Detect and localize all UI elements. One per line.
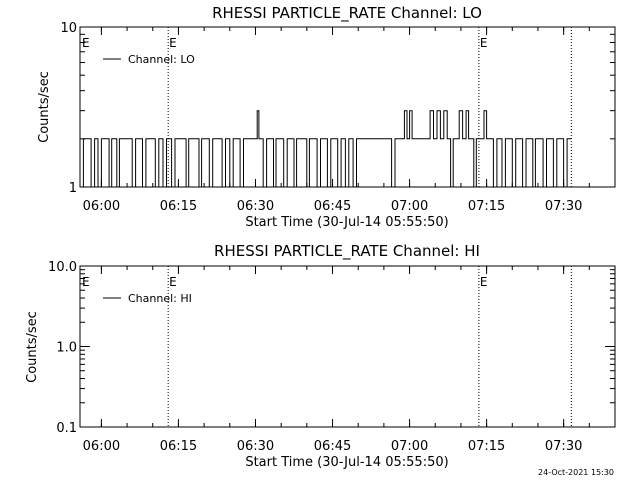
series-line-lo xyxy=(80,110,572,188)
plot-frame-lo xyxy=(79,26,616,188)
x-axis-label-hi: Start Time (30-Jul-14 05:55:50) xyxy=(245,455,448,470)
x-tick-label-lo: 06:30 xyxy=(237,199,274,214)
series-lo xyxy=(80,110,572,188)
x-tick-label-hi: 07:00 xyxy=(391,439,428,454)
legend-label-hi: Channel: HI xyxy=(128,292,192,305)
y-tick-label-lo: 1 xyxy=(69,181,77,196)
x-tick-label-hi: 06:30 xyxy=(237,439,274,454)
x-tick-label-lo: 07:15 xyxy=(468,199,505,214)
chart-title-hi: RHESSI PARTICLE_RATE Channel: HI xyxy=(214,242,480,261)
legend-lo: Channel: LO xyxy=(103,53,195,66)
y-tick-label-hi: 0.1 xyxy=(56,421,77,436)
legend-label-lo: Channel: LO xyxy=(128,53,195,66)
event-marker-label-hi: E xyxy=(480,275,488,289)
x-tick-label-lo: 06:45 xyxy=(314,199,351,214)
y-tick-label-hi: 10.0 xyxy=(48,260,77,275)
chart-title-lo: RHESSI PARTICLE_RATE Channel: LO xyxy=(212,4,482,23)
event-marker-label-lo: E xyxy=(82,36,90,50)
x-axis-label-lo: Start Time (30-Jul-14 05:55:50) xyxy=(245,215,448,230)
chart-panel-lo: RHESSI PARTICLE_RATE Channel: LO Counts/… xyxy=(37,4,616,230)
x-tick-label-hi: 07:15 xyxy=(468,439,505,454)
x-tick-label-hi: 06:45 xyxy=(314,439,351,454)
y-axis-label-hi: Counts/sec xyxy=(25,311,40,383)
event-marker-label-hi: E xyxy=(169,275,177,289)
x-tick-label-lo: 07:00 xyxy=(391,199,428,214)
y-ticks-lo: 1 10 xyxy=(60,21,615,196)
x-tick-label-lo: 06:15 xyxy=(160,199,197,214)
legend-hi: Channel: HI xyxy=(103,292,192,305)
event-markers-hi: E EE xyxy=(82,266,572,427)
x-tick-label-lo: 07:30 xyxy=(545,199,582,214)
chart-panel-hi: RHESSI PARTICLE_RATE Channel: HI Counts/… xyxy=(25,242,616,470)
y-tick-label-lo: 10 xyxy=(60,21,77,36)
event-marker-label-lo: E xyxy=(480,36,488,50)
y-tick-label-hi: 1.0 xyxy=(56,341,77,356)
plot-frame-hi xyxy=(79,265,616,428)
x-tick-label-hi: 07:30 xyxy=(545,439,582,454)
y-axis-label-lo: Counts/sec xyxy=(37,71,52,143)
event-markers-lo: E EE xyxy=(82,27,572,187)
event-marker-label-hi: E xyxy=(82,275,90,289)
x-tick-label-lo: 06:00 xyxy=(83,199,120,214)
x-tick-label-hi: 06:00 xyxy=(83,439,120,454)
x-tick-label-hi: 06:15 xyxy=(160,439,197,454)
x-ticks-hi: 06:00 06:15 06:30 06:45 07:00 07:15 07:30 xyxy=(83,266,616,454)
event-marker-label-lo: E xyxy=(169,36,177,50)
footer-timestamp: 24-Oct-2021 15:30 xyxy=(538,468,614,477)
y-ticks-hi: 0.1 1.0 10.0 xyxy=(48,260,615,436)
